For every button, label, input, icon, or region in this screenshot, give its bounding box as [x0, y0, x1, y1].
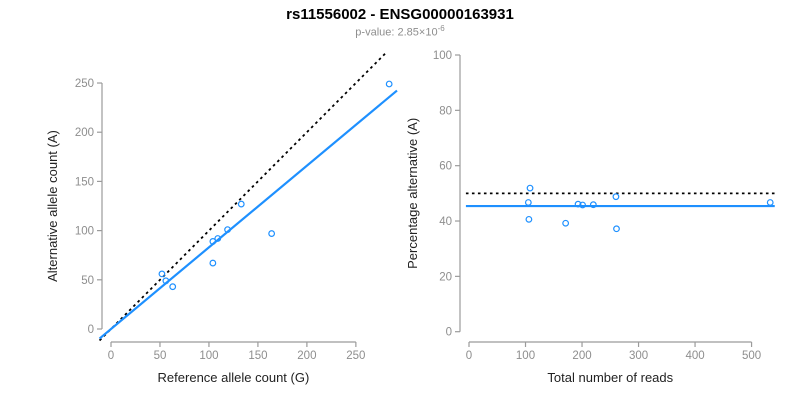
data-point	[579, 201, 586, 209]
y-tick-label: 60	[439, 161, 452, 173]
x-tick-label: 250	[346, 350, 365, 362]
x-axis-label: Reference allele count (G)	[158, 370, 310, 385]
data-point	[612, 193, 620, 201]
y-tick-label: 50	[81, 275, 94, 287]
figure-title: rs11556002 - ENSG00000163931	[286, 6, 514, 23]
y-tick-label: 20	[439, 271, 452, 283]
x-tick-label: 300	[629, 350, 648, 362]
y-tick-label: 100	[433, 50, 452, 62]
y-tick-label: 150	[75, 176, 94, 188]
x-tick-label: 150	[248, 350, 267, 362]
y-tick-label: 80	[439, 105, 452, 117]
data-point	[524, 199, 532, 206]
data-point	[224, 226, 231, 234]
fit-line	[98, 89, 398, 340]
y-tick-label: 0	[88, 324, 94, 336]
x-tick-label: 0	[108, 350, 114, 362]
p-value-text: p-value: 2.85×10	[355, 26, 438, 39]
identity-line	[98, 52, 386, 342]
data-point	[237, 200, 245, 208]
data-point	[589, 201, 597, 209]
p-value-exponent: -6	[437, 24, 445, 33]
data-point	[169, 283, 177, 291]
p-value-subtitle: p-value: 2.85×10-6	[0, 24, 800, 39]
x-tick-label: 200	[297, 350, 316, 362]
data-point	[268, 230, 276, 237]
x-tick-label: 500	[742, 350, 761, 362]
data-point	[766, 199, 774, 206]
data-point	[158, 270, 166, 278]
data-point	[209, 238, 217, 245]
data-point	[562, 219, 570, 227]
data-point	[385, 80, 393, 88]
data-point	[214, 235, 222, 242]
data-point	[526, 184, 534, 192]
data-point	[525, 215, 533, 223]
y-tick-label: 200	[75, 127, 94, 139]
x-tick-label: 0	[466, 350, 472, 362]
y-tick-label: 250	[75, 78, 94, 90]
data-point	[574, 200, 582, 208]
right-chart: 0 100 200 300 400 500 0 20 40 60 80 100 Total number…	[405, 50, 775, 385]
y-axis-label: Alternative allele count (A)	[45, 130, 60, 282]
data-point	[209, 259, 217, 267]
x-tick-label: 50	[154, 350, 167, 362]
y-axis-label: Percentage alternative (A)	[405, 118, 420, 269]
y-tick-label: 0	[446, 327, 452, 339]
y-tick-label: 100	[75, 226, 94, 238]
x-tick-label: 100	[199, 350, 218, 362]
data-point	[613, 225, 620, 233]
x-tick-label: 400	[685, 350, 704, 362]
x-tick-label: 100	[516, 350, 535, 362]
left-chart: 0 50 100 150 200 250 0 50 100 150 200 250 Reference …	[45, 52, 398, 385]
x-axis-label: Total number of reads	[547, 370, 673, 385]
x-tick-label: 200	[572, 350, 591, 362]
data-point	[162, 277, 170, 285]
y-tick-label: 40	[439, 216, 452, 228]
